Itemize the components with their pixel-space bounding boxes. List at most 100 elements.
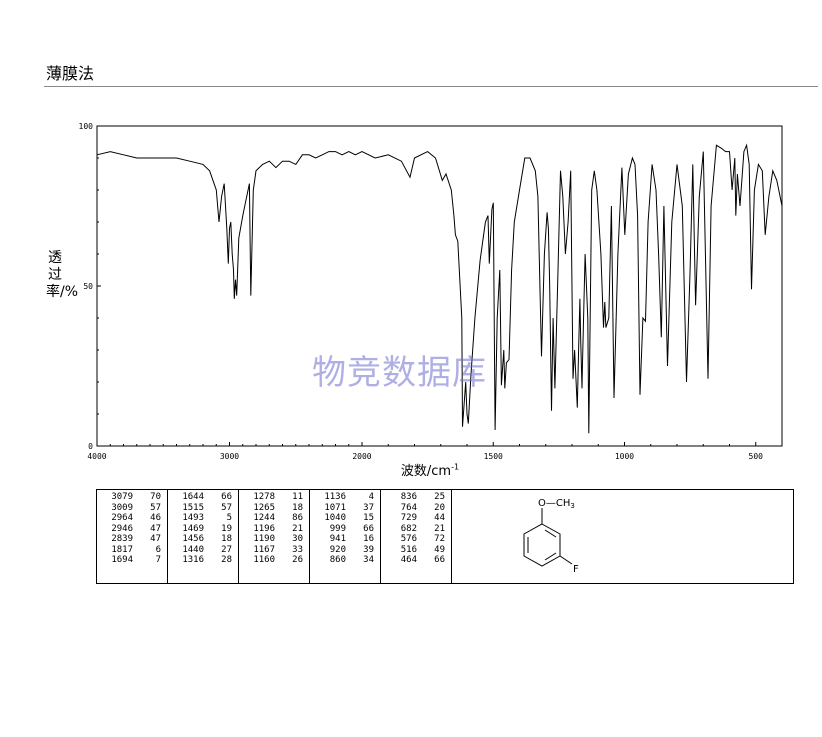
peak-wavenumber: 516 bbox=[400, 544, 417, 555]
y-tick-label-0: 0 bbox=[88, 442, 93, 451]
peak-transmittance: 5 bbox=[226, 513, 232, 523]
peak-row: 999 66 bbox=[310, 524, 380, 535]
peak-row: 764 20 bbox=[381, 503, 451, 514]
peak-transmittance: 18 bbox=[221, 534, 232, 544]
peak-wavenumber: 682 bbox=[400, 523, 417, 534]
peak-row: 729 44 bbox=[381, 513, 451, 524]
x-tick-label-3000: 3000 bbox=[220, 452, 239, 461]
peak-row: 1440 27 bbox=[168, 545, 238, 556]
peak-wavenumber: 1469 bbox=[182, 523, 204, 534]
peak-transmittance: 19 bbox=[221, 523, 232, 534]
peak-table: 3079 70 3009 57 2964 46 2946 47 2839 47 1817 6 1694 7… bbox=[96, 489, 794, 584]
peak-wavenumber: 2839 bbox=[111, 534, 133, 544]
peak-column-1: 3079 70 3009 57 2964 46 2946 47 2839 47 1817 6 1694 7 bbox=[96, 489, 168, 584]
bond-to-fluorine bbox=[559, 555, 573, 565]
peak-transmittance: 57 bbox=[221, 502, 232, 513]
peak-wavenumber: 1493 bbox=[182, 513, 204, 523]
peak-wavenumber: 464 bbox=[400, 555, 417, 565]
peak-transmittance: 34 bbox=[363, 555, 374, 565]
peak-wavenumber: 1456 bbox=[182, 534, 204, 544]
peak-wavenumber: 1694 bbox=[111, 555, 133, 565]
peak-row: 920 39 bbox=[310, 545, 380, 556]
peak-transmittance: 20 bbox=[434, 502, 445, 513]
peak-transmittance: 72 bbox=[434, 534, 445, 544]
peak-row: 3079 70 bbox=[97, 492, 167, 503]
peak-wavenumber: 1040 bbox=[324, 513, 346, 523]
peak-transmittance: 37 bbox=[363, 502, 374, 513]
peak-transmittance: 57 bbox=[150, 502, 161, 513]
peak-wavenumber: 1190 bbox=[253, 534, 275, 544]
peak-transmittance: 11 bbox=[292, 492, 303, 502]
peak-row: 1160 26 bbox=[239, 555, 309, 566]
peak-transmittance: 46 bbox=[150, 513, 161, 523]
page-title: 薄膜法 bbox=[46, 64, 95, 83]
peak-row: 1694 7 bbox=[97, 555, 167, 566]
methoxy-text: O—CH bbox=[538, 498, 570, 509]
peak-row: 464 66 bbox=[381, 555, 451, 566]
peak-wavenumber: 2946 bbox=[111, 523, 133, 534]
y-tick-label-100: 100 bbox=[79, 122, 94, 131]
benzene-ring bbox=[523, 523, 561, 567]
peak-wavenumber: 764 bbox=[400, 502, 417, 513]
peak-wavenumber: 3009 bbox=[111, 502, 133, 513]
peak-transmittance: 49 bbox=[434, 544, 445, 555]
peak-wavenumber: 729 bbox=[400, 513, 417, 523]
peak-row: 1040 15 bbox=[310, 513, 380, 524]
peak-row: 1265 18 bbox=[239, 503, 309, 514]
peak-transmittance: 66 bbox=[221, 492, 232, 502]
peak-transmittance: 44 bbox=[434, 513, 445, 523]
peak-wavenumber: 860 bbox=[329, 555, 346, 565]
peak-wavenumber: 1278 bbox=[253, 492, 275, 502]
peak-row: 1817 6 bbox=[97, 545, 167, 556]
peak-transmittance: 26 bbox=[292, 555, 303, 565]
peak-row: 2946 47 bbox=[97, 524, 167, 535]
peak-transmittance: 47 bbox=[150, 523, 161, 534]
y-tick-label-50: 50 bbox=[83, 282, 93, 291]
peak-transmittance: 6 bbox=[155, 544, 161, 555]
plot-frame bbox=[96, 125, 783, 447]
peak-row: 1244 86 bbox=[239, 513, 309, 524]
structure-cell: O—CH3 F bbox=[452, 490, 794, 584]
peak-transmittance: 21 bbox=[292, 523, 303, 534]
peak-row: 941 16 bbox=[310, 534, 380, 545]
peak-transmittance: 66 bbox=[434, 555, 445, 565]
peak-column-3: 1278 11 1265 18 1244 86 1196 21 1190 30 1167 33 1160… bbox=[238, 489, 310, 584]
peak-transmittance: 15 bbox=[363, 513, 374, 523]
peak-column-4: 1136 4 1071 37 1040 15 999 66 941 16 920 39 860 34 bbox=[309, 489, 381, 584]
peak-row: 1515 57 bbox=[168, 503, 238, 514]
peak-wavenumber: 2964 bbox=[111, 513, 133, 523]
peak-wavenumber: 1644 bbox=[182, 492, 204, 502]
y-axis-label: 透过率/% bbox=[46, 250, 79, 300]
peak-transmittance: 47 bbox=[150, 534, 161, 544]
peak-transmittance: 4 bbox=[368, 492, 374, 502]
x-tick-label-4000: 4000 bbox=[87, 452, 106, 461]
peak-wavenumber: 1167 bbox=[253, 544, 275, 555]
peak-wavenumber: 1440 bbox=[182, 544, 204, 555]
peak-transmittance: 70 bbox=[150, 492, 161, 502]
peak-wavenumber: 3079 bbox=[111, 492, 133, 502]
peak-wavenumber: 920 bbox=[329, 544, 346, 555]
peak-row: 1167 33 bbox=[239, 545, 309, 556]
peak-transmittance: 28 bbox=[221, 555, 232, 565]
peak-row: 860 34 bbox=[310, 555, 380, 566]
fluorine-label: F bbox=[573, 564, 579, 575]
peak-row: 3009 57 bbox=[97, 503, 167, 514]
header-divider bbox=[44, 86, 818, 87]
peak-row: 1278 11 bbox=[239, 492, 309, 503]
peak-transmittance: 16 bbox=[363, 534, 374, 544]
peak-transmittance: 66 bbox=[363, 523, 374, 534]
peak-row: 1190 30 bbox=[239, 534, 309, 545]
peak-wavenumber: 1160 bbox=[253, 555, 275, 565]
peak-wavenumber: 1316 bbox=[182, 555, 204, 565]
x-axis-label-text: 波数/cm bbox=[400, 464, 452, 479]
peak-row: 2839 47 bbox=[97, 534, 167, 545]
peak-row: 1469 19 bbox=[168, 524, 238, 535]
peak-transmittance: 21 bbox=[434, 523, 445, 534]
peak-wavenumber: 1515 bbox=[182, 502, 204, 513]
peak-wavenumber: 836 bbox=[400, 492, 417, 502]
peak-row: 1644 66 bbox=[168, 492, 238, 503]
peak-wavenumber: 941 bbox=[329, 534, 346, 544]
peak-row: 576 72 bbox=[381, 534, 451, 545]
peak-wavenumber: 1265 bbox=[253, 502, 275, 513]
ring-double-bond-2 bbox=[544, 552, 557, 561]
